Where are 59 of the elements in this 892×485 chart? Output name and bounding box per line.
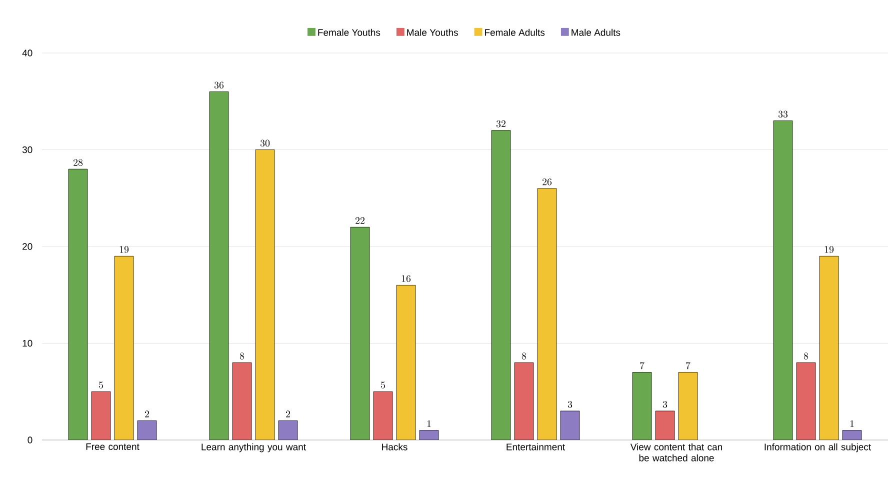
data-label: 32 [496, 120, 506, 128]
bar [209, 92, 229, 440]
y-tick-label: 10 [22, 340, 32, 347]
bar [232, 362, 252, 440]
data-label: 22 [356, 217, 364, 224]
bar [396, 285, 416, 440]
data-label: 1 [427, 420, 431, 427]
data-label: 5 [381, 382, 385, 388]
bar [278, 420, 298, 440]
data-label: 28 [74, 159, 83, 166]
bar [655, 410, 675, 440]
data-label: 33 [778, 110, 788, 118]
legend-label: Male Youths [407, 28, 458, 36]
legend-label: Female Youths [318, 28, 380, 36]
x-tick-label: Entertainment [506, 443, 565, 450]
data-label: 3 [568, 400, 572, 408]
y-tick-label: 20 [22, 243, 32, 250]
bar [773, 120, 793, 440]
data-label: 2 [286, 410, 290, 418]
data-label: 7 [686, 362, 690, 370]
y-tick-label: 30 [22, 146, 32, 154]
data-label: 3 [662, 400, 668, 408]
x-tick-label: Learn anything you want [202, 443, 306, 452]
data-label: 26 [542, 178, 552, 186]
data-label: 2 [145, 410, 149, 418]
bar [537, 188, 557, 440]
bar [678, 372, 698, 440]
data-label: 8 [804, 352, 808, 360]
bar [91, 391, 111, 440]
data-label: 8 [240, 352, 244, 360]
x-tick-label: Hacks [382, 443, 408, 450]
bar [68, 168, 88, 440]
data-label: 19 [824, 246, 834, 254]
data-label: 19 [120, 246, 129, 254]
bar [137, 420, 157, 440]
x-tick-label: Free content [86, 443, 140, 450]
bar [114, 256, 134, 440]
y-tick-label: 0 [28, 436, 32, 444]
bar [373, 391, 393, 440]
data-label: 1 [850, 420, 854, 427]
data-label: 30 [260, 140, 270, 147]
data-label: 36 [214, 82, 224, 89]
y-tick-label: 40 [22, 50, 32, 56]
legend-label: Male Adults [572, 28, 620, 36]
data-label: 16 [402, 275, 411, 282]
data-label: 8 [522, 352, 526, 360]
x-tick-label: View content that can be watched alone [630, 443, 722, 462]
data-label: 7 [640, 362, 644, 370]
bar [796, 362, 816, 440]
bar [255, 150, 275, 440]
bar [491, 130, 511, 440]
x-tick-label: Information on all subject [764, 443, 871, 452]
data-label: 5 [99, 382, 103, 388]
bar [819, 256, 839, 440]
bar [560, 410, 580, 440]
legend-label: Female Adults [485, 28, 545, 36]
bar [350, 226, 370, 440]
bar [632, 372, 652, 440]
bar [514, 362, 534, 440]
